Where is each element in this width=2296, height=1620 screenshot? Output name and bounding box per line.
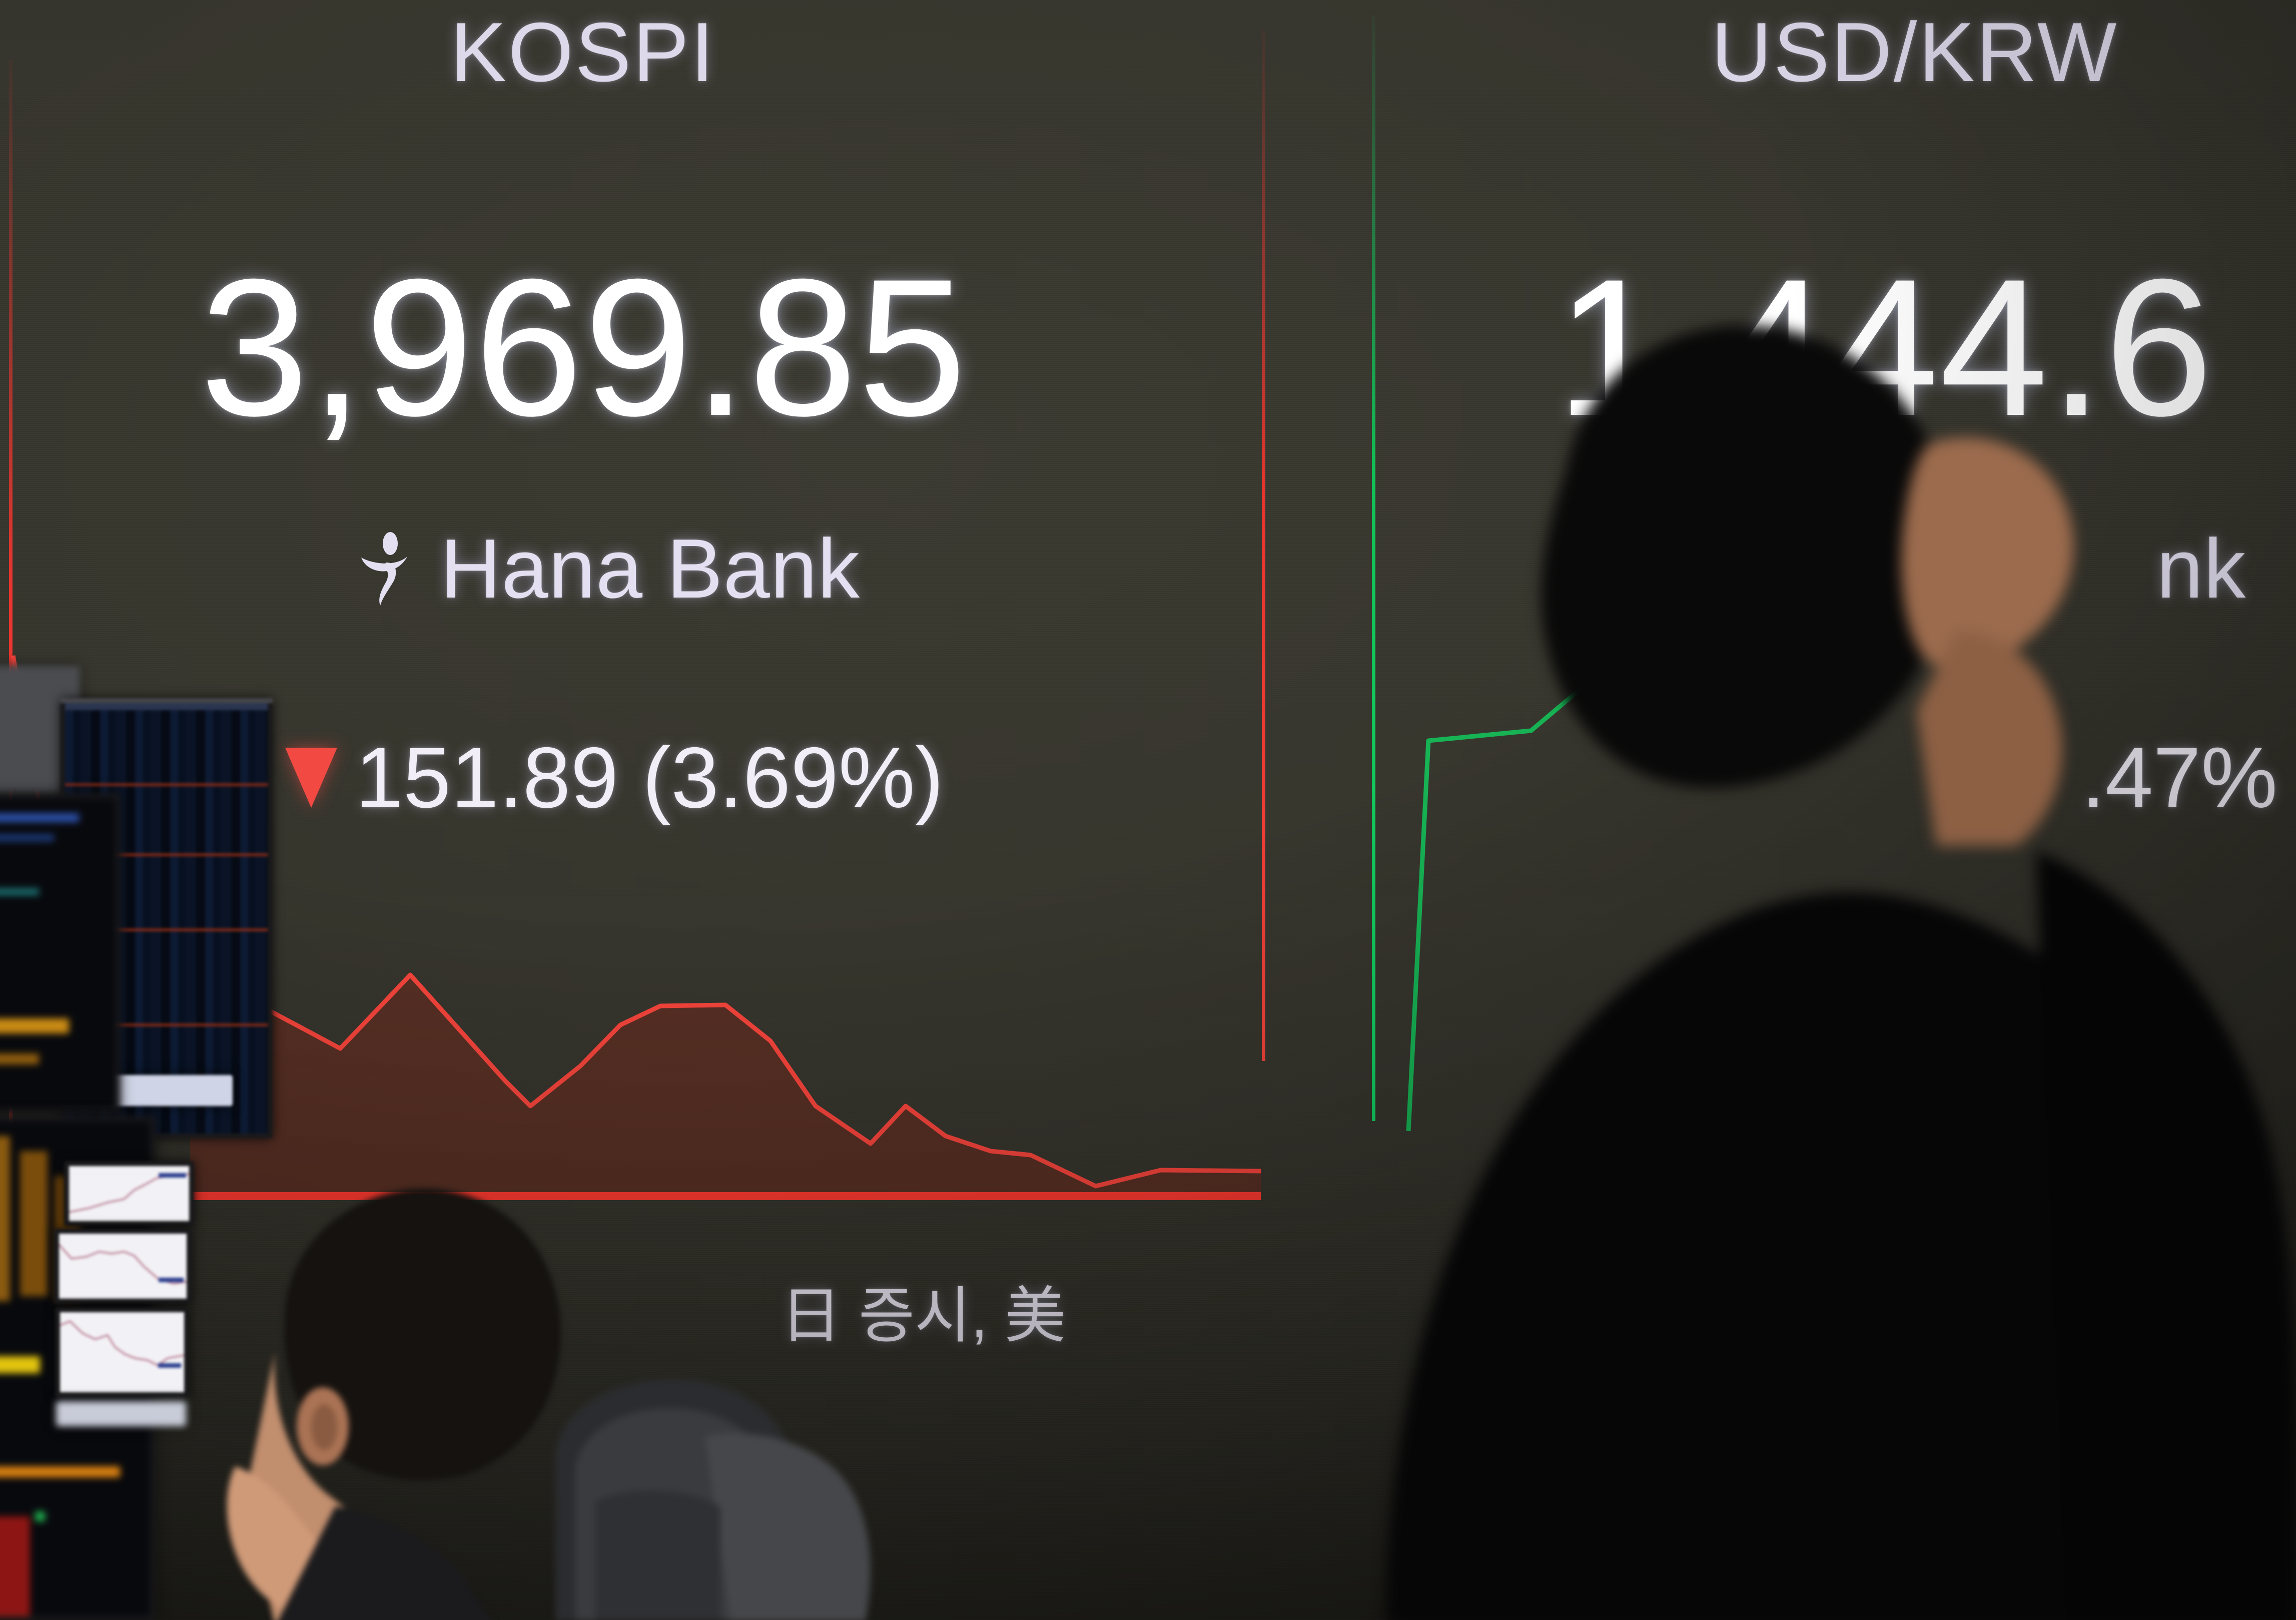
divider-red-mid: [1262, 30, 1265, 1061]
hana-person-icon: [360, 531, 420, 607]
ticker-value-usdkrw: 1,444.6: [1556, 238, 2214, 456]
change-row-usdkrw: .47%: [2081, 728, 2277, 827]
triangle-down-icon: [285, 748, 337, 808]
monitor-bezel: [60, 698, 273, 703]
monitor-price-chart-2[interactable]: [54, 1229, 192, 1304]
screen-price-chart-2: [59, 1234, 187, 1299]
brand-lockup-hana-bank: Hana Bank: [360, 520, 860, 617]
screen-order-book: [0, 798, 115, 1109]
ticker-name-usdkrw: USD/KRW: [1711, 5, 2118, 99]
ticker-name-kospi: KOSPI: [450, 5, 716, 99]
board-caption: 日 증시, 美: [781, 1282, 1066, 1350]
monitor-price-chart-1[interactable]: [64, 1161, 194, 1226]
change-row-kospi: 151.89 (3.69%): [285, 728, 944, 827]
monitor-price-chart-3[interactable]: [55, 1307, 189, 1397]
office-chair: [535, 1351, 886, 1620]
brand-text-hana-bank: Hana Bank: [440, 521, 860, 616]
change-value-kospi: 151.89 (3.69%): [355, 730, 944, 826]
seated-trader: [215, 1146, 715, 1620]
screen-price-chart-3: [60, 1312, 184, 1392]
brand-text-hana-bank-right: nk: [2156, 521, 2246, 616]
screen-price-chart-1: [69, 1166, 189, 1221]
change-value-usdkrw: .47%: [2081, 730, 2278, 826]
ticker-value-kospi: 3,969.85: [200, 238, 968, 456]
monitor-order-book[interactable]: [0, 793, 120, 1114]
monitor-taskbar-strip: [56, 1401, 186, 1426]
chart-usdkrw-line: [1381, 480, 2091, 1132]
divider-green-mid: [1372, 15, 1375, 1121]
